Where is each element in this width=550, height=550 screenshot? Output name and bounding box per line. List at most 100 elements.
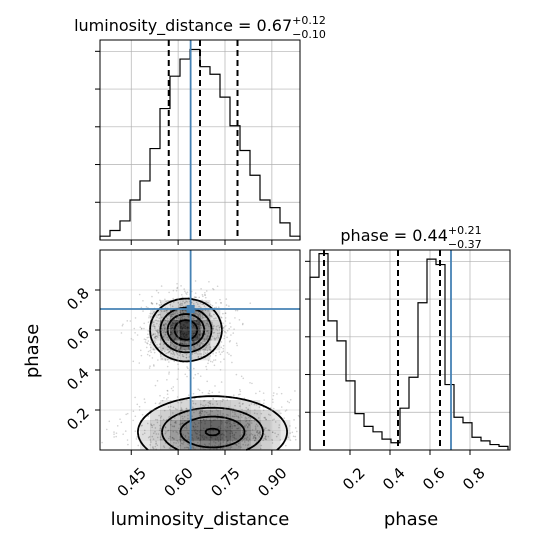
sample-point <box>250 403 253 405</box>
sample-point <box>152 333 155 336</box>
sample-point <box>154 327 156 330</box>
sample-point <box>179 436 182 439</box>
sample-point <box>153 336 156 339</box>
sample-point <box>271 398 274 401</box>
marginal-panel-luminosity-distance: luminosity_distance = 0.67+0.12 −0.10 <box>74 14 326 245</box>
sample-point <box>254 436 257 439</box>
sample-point <box>205 324 207 327</box>
sample-point <box>132 410 135 412</box>
sample-point <box>173 345 176 348</box>
density-cell <box>190 410 201 421</box>
sample-point <box>193 341 196 343</box>
sample-point <box>155 314 157 317</box>
sample-point <box>240 375 243 378</box>
sample-point <box>200 353 203 355</box>
sample-point <box>143 398 146 400</box>
sample-point <box>206 352 209 354</box>
sample-point <box>208 443 211 445</box>
x-tick-label: 0.4 <box>379 464 409 494</box>
sample-point <box>140 328 143 330</box>
sample-point <box>167 348 169 351</box>
sample-point <box>193 367 195 370</box>
sample-point <box>174 347 177 350</box>
sample-point <box>258 431 261 434</box>
sample-point <box>253 436 255 439</box>
sample-point <box>176 287 178 290</box>
sample-point <box>235 443 237 446</box>
sample-point <box>193 348 195 351</box>
sample-point <box>245 437 248 440</box>
sample-point <box>212 398 214 400</box>
sample-point <box>194 340 196 342</box>
sample-point <box>233 328 235 330</box>
sample-point <box>241 440 243 442</box>
sample-point <box>143 322 145 325</box>
sample-point <box>217 444 220 447</box>
sample-point <box>256 430 259 432</box>
sample-point <box>217 335 219 337</box>
sample-point <box>280 406 283 408</box>
sample-point <box>207 359 210 362</box>
sample-point <box>204 352 207 354</box>
sample-point <box>222 322 224 324</box>
sample-point <box>136 436 138 438</box>
sample-point <box>211 304 214 307</box>
sample-point <box>252 437 255 440</box>
sample-point <box>213 345 215 348</box>
title-upper-error: +0.21 <box>448 224 482 237</box>
sample-point <box>248 419 251 422</box>
density-cell <box>160 320 171 331</box>
sample-point <box>197 311 200 314</box>
density-cell <box>140 430 151 441</box>
sample-point <box>146 342 149 345</box>
sample-point <box>207 362 209 365</box>
sample-point <box>192 340 194 343</box>
sample-point <box>263 433 266 436</box>
density-cell <box>190 440 201 451</box>
sample-point <box>200 318 203 320</box>
sample-point <box>289 398 292 401</box>
sample-point <box>198 389 201 392</box>
sample-point <box>170 344 172 346</box>
sample-point <box>163 446 166 449</box>
sample-point <box>195 301 198 303</box>
sample-point <box>209 303 212 306</box>
sample-point <box>164 323 167 325</box>
sample-point <box>225 332 227 334</box>
sample-point <box>172 344 175 346</box>
sample-point <box>264 417 267 420</box>
sample-point <box>199 349 201 352</box>
sample-point <box>222 413 224 415</box>
sample-point <box>115 435 117 438</box>
sample-point <box>146 422 149 425</box>
sample-point <box>224 324 227 327</box>
sample-point <box>136 403 139 406</box>
sample-point <box>179 342 181 344</box>
sample-point <box>150 341 152 344</box>
sample-point <box>210 349 212 351</box>
sample-point <box>245 419 248 422</box>
sample-point <box>163 327 165 329</box>
sample-point <box>217 324 219 327</box>
sample-point <box>143 432 146 434</box>
sample-point <box>147 436 150 439</box>
sample-point <box>197 355 200 358</box>
sample-point <box>245 420 247 423</box>
sample-point <box>216 417 219 420</box>
sample-point <box>160 415 163 418</box>
sample-point <box>166 378 168 381</box>
sample-point <box>153 323 155 326</box>
sample-point <box>156 322 158 325</box>
sample-point <box>149 439 152 441</box>
sample-point <box>171 342 174 345</box>
sample-point <box>230 326 232 328</box>
sample-point <box>184 340 186 343</box>
sample-point <box>256 412 258 415</box>
marginal-panel-phase: phase = 0.44+0.21 −0.37 0.2 0.4 0.6 0.8 <box>305 224 511 494</box>
sample-point <box>234 404 236 407</box>
sample-point <box>150 302 153 304</box>
sample-point <box>143 338 146 340</box>
sample-point <box>155 433 158 435</box>
sample-point <box>233 411 236 413</box>
